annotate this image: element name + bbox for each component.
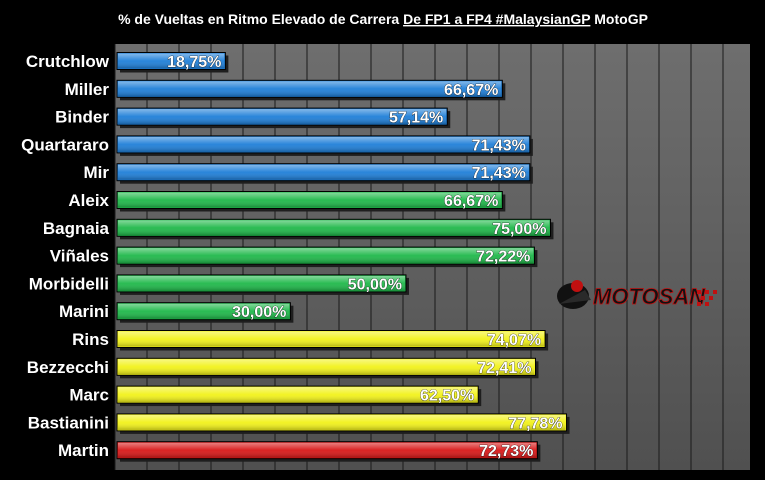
- category-label: Bezzecchi: [27, 358, 109, 377]
- bar-gloss: [118, 192, 502, 208]
- category-label: Marc: [69, 386, 109, 405]
- value-label: 72,41%: [477, 360, 531, 377]
- bar-gloss: [118, 220, 550, 236]
- bar-row: Bagnaia 75,00%: [43, 218, 554, 240]
- bar-row: Bastianini 77,78%: [28, 413, 570, 434]
- value-label: 72,22%: [476, 249, 530, 266]
- chart-title-part-2: MotoGP: [590, 11, 648, 27]
- bar-row: Morbidelli 50,00%: [29, 274, 409, 295]
- chart-title-part-1: De FP1 a FP4 #MalaysianGP: [403, 11, 590, 27]
- category-label: Bagnaia: [43, 219, 110, 238]
- value-label: 66,67%: [444, 82, 498, 99]
- bars: Crutchlow 18,75% Miller 66,67% Binder 57,14% Q…: [21, 52, 570, 462]
- category-label: Miller: [65, 80, 110, 99]
- bar-row: Marc 62,50%: [69, 385, 482, 407]
- bar-gloss: [118, 442, 537, 458]
- bar-row: Aleix 66,67%: [68, 191, 506, 212]
- value-label: 18,75%: [167, 54, 221, 71]
- motosan-watermark: MOTOSAN: [557, 280, 717, 309]
- bar-row: Martin 72,73%: [58, 441, 541, 462]
- bar-row: Miller 66,67%: [65, 79, 506, 101]
- value-label: 62,50%: [420, 388, 474, 405]
- value-label: 57,14%: [389, 110, 443, 127]
- motorcycle-rider-icon: [557, 280, 591, 309]
- value-label: 50,00%: [348, 276, 402, 293]
- value-label: 72,73%: [479, 443, 533, 460]
- bar-gloss: [118, 136, 529, 152]
- bar-row: Viñales 72,22%: [50, 246, 538, 268]
- bar-gloss: [118, 331, 545, 347]
- bar-gloss: [118, 387, 478, 403]
- bar-row: Crutchlow 18,75%: [26, 52, 229, 73]
- chart-title: % de Vueltas en Ritmo Elevado de Carrera…: [118, 11, 648, 27]
- value-label: 75,00%: [492, 221, 546, 238]
- bar-row: Quartararo 71,43%: [21, 135, 533, 156]
- category-label: Martin: [58, 441, 109, 460]
- chart-title-part-0: % de Vueltas en Ritmo Elevado de Carrera: [118, 11, 403, 27]
- category-label: Binder: [55, 108, 109, 127]
- category-label: Mir: [84, 163, 110, 182]
- svg-text:MOTOSAN: MOTOSAN: [593, 284, 706, 309]
- bar-gloss: [118, 109, 447, 125]
- category-label: Bastianini: [28, 413, 109, 432]
- category-label: Quartararo: [21, 135, 109, 154]
- value-label: 74,07%: [487, 332, 541, 349]
- bar-row: Binder 57,14%: [55, 107, 451, 129]
- value-label: 30,00%: [232, 304, 286, 321]
- category-label: Morbidelli: [29, 274, 109, 293]
- bar-gloss: [118, 275, 405, 291]
- category-label: Viñales: [50, 247, 109, 266]
- bar-gloss: [118, 414, 566, 430]
- bar-gloss: [118, 303, 290, 319]
- value-label: 77,78%: [508, 415, 562, 432]
- bar-row: Mir 71,43%: [84, 163, 533, 184]
- bar-gloss: [118, 359, 535, 375]
- bar-gloss: [118, 81, 502, 97]
- bar-gloss: [118, 164, 529, 180]
- bar-gloss: [118, 248, 534, 264]
- bar-row: Bezzecchi 72,41%: [27, 357, 539, 379]
- category-label: Aleix: [68, 191, 109, 210]
- bar-gloss: [118, 53, 225, 69]
- value-label: 71,43%: [472, 137, 526, 154]
- category-label: Rins: [72, 330, 109, 349]
- bar-row: Rins 74,07%: [72, 330, 549, 351]
- value-label: 71,43%: [472, 165, 526, 182]
- category-label: Marini: [59, 302, 109, 321]
- category-label: Crutchlow: [26, 52, 110, 71]
- bar-row: Marini 30,00%: [59, 302, 294, 323]
- value-label: 66,67%: [444, 193, 498, 210]
